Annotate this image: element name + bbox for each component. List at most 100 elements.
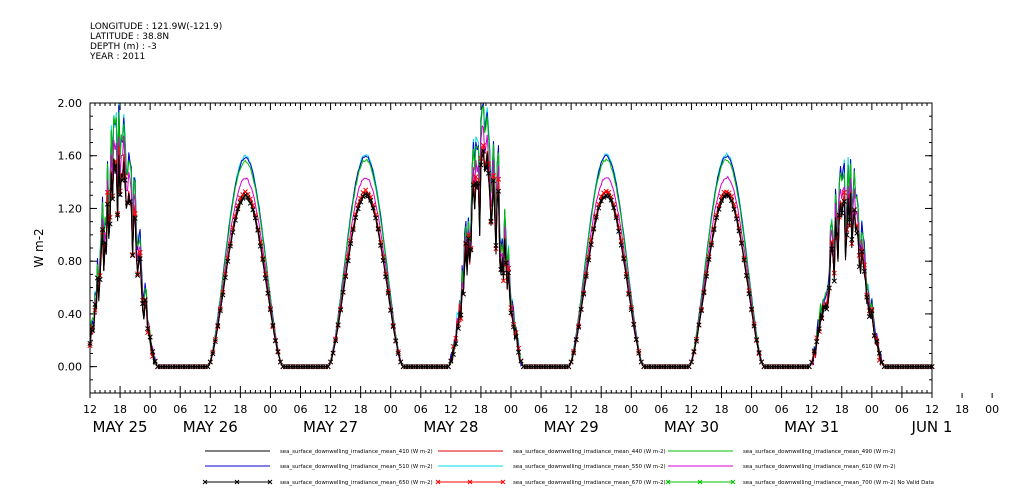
series-marker [829,246,835,252]
x-hour-label: 06 [654,403,668,416]
x-date-label: MAY 31 [784,418,839,436]
series-marker [363,187,369,193]
series-marker [135,272,141,278]
axis-ticks [89,102,993,398]
depth-text: DEPTH (m) : -3 [90,42,157,52]
series-marker [89,327,96,333]
x-date-label: MAY 26 [183,418,238,436]
x-date-label: MAY 25 [93,418,148,436]
series-marker [94,275,101,281]
x-hour-label: 00 [143,403,157,416]
legend: sea_surface_downwelling_irradiance_mean_… [202,449,934,486]
series-marker [591,226,597,232]
series-marker [831,278,837,284]
x-hour-label: 12 [805,403,819,416]
x-hour-label: 12 [564,403,578,416]
series-marker [508,310,514,316]
x-hour-label: 06 [294,403,308,416]
metadata-header: LONGITUDE : 121.9W(-121.9) LATITUDE : 38… [90,22,222,62]
x-date-label: MAY 28 [423,418,478,436]
series-marker [513,334,519,340]
x-hour-label: 06 [173,403,187,416]
x-hour-label: 18 [474,403,488,416]
series-marker [104,189,111,195]
series-marker [490,178,497,184]
series-marker [490,173,497,179]
x-hour-label: 18 [594,403,608,416]
legend-marker [267,479,273,485]
x-hour-label: 12 [925,403,939,416]
x-hour-label: 06 [534,403,548,416]
legend-marker [202,479,208,485]
series-line [89,152,932,368]
legend-label: sea_surface_downwelling_irradiance_mean_… [513,449,666,455]
series-marker [260,256,266,263]
plot-frame [89,102,933,394]
series-marker [866,314,872,320]
legend-label: sea_surface_downwelling_irradiance_mean_… [280,449,433,455]
series-marker [147,334,153,340]
legend-marker [697,479,703,485]
legend-label: sea_surface_downwelling_irradiance_mean_… [743,464,896,470]
legend-label: sea_surface_downwelling_irradiance_mean_… [280,464,433,470]
longitude-text: LONGITUDE : 121.9W(-121.9) [90,22,223,32]
legend-label: sea_surface_downwelling_irradiance_mean_… [280,480,433,486]
y-tick-label: 2.00 [58,97,83,110]
y-tick-label: 0.80 [58,255,83,268]
y-tick-label: 1.60 [58,150,83,163]
y-tick-label: 1.20 [58,202,83,215]
x-hour-label: 12 [203,403,217,416]
series-marker [465,235,471,242]
x-hour-label: 12 [684,403,698,416]
series-marker [104,201,111,207]
series-line [89,124,932,368]
x-hour-label: 00 [263,403,277,416]
series-marker [245,194,251,201]
x-hour-label: 18 [354,403,368,416]
x-hour-label: 00 [624,403,638,416]
series-marker [480,142,486,148]
y-axis-label: W m-2 [32,228,46,267]
series-marker [475,181,481,187]
series-marker [824,306,830,312]
legend-label: sea_surface_downwelling_irradiance_mean_… [743,480,934,486]
x-hour-label: 18 [113,403,127,416]
latitude-text: LATITUDE : 38.8N [90,32,170,42]
legend-marker [730,479,736,485]
series-lines [87,102,935,370]
series-marker [470,182,476,188]
legend-marker [665,479,671,485]
x-hour-label: 00 [865,403,879,416]
x-date-label: MAY 30 [664,418,719,436]
x-hour-label: 00 [745,403,759,416]
series-marker [505,265,512,271]
series-marker [726,193,732,199]
series-marker [375,226,381,232]
series-marker [495,188,502,194]
legend-label: sea_surface_downwelling_irradiance_mean_… [513,480,666,486]
x-date-label: MAY 29 [544,418,599,436]
series-marker [142,297,148,303]
series-marker [601,194,607,200]
series-marker [473,174,479,180]
legend-marker [467,479,473,485]
legend-label: sea_surface_downwelling_irradiance_mean_… [513,464,666,470]
series-marker [593,214,599,220]
series-marker [480,148,486,154]
series-marker [608,197,614,203]
x-hour-label: 18 [835,403,849,416]
legend-marker [435,479,441,485]
x-hour-label: 12 [444,403,458,416]
x-hour-label: 18 [715,403,729,416]
series-marker [841,189,847,196]
series-marker [869,308,875,314]
x-hour-label: 12 [324,403,338,416]
axis-labels: 0.00 0.40 0.80 1.20 1.60 2.00 12 18 00 06 12 18 00 06… [58,97,1000,436]
series-marker [495,176,502,182]
series-marker [463,240,469,246]
legend-label: sea_surface_downwelling_irradiance_mean_… [743,449,896,455]
series-marker [859,249,865,255]
y-tick-label: 0.00 [58,361,83,374]
x-hour-label: 06 [414,403,428,416]
series-marker [854,230,860,236]
